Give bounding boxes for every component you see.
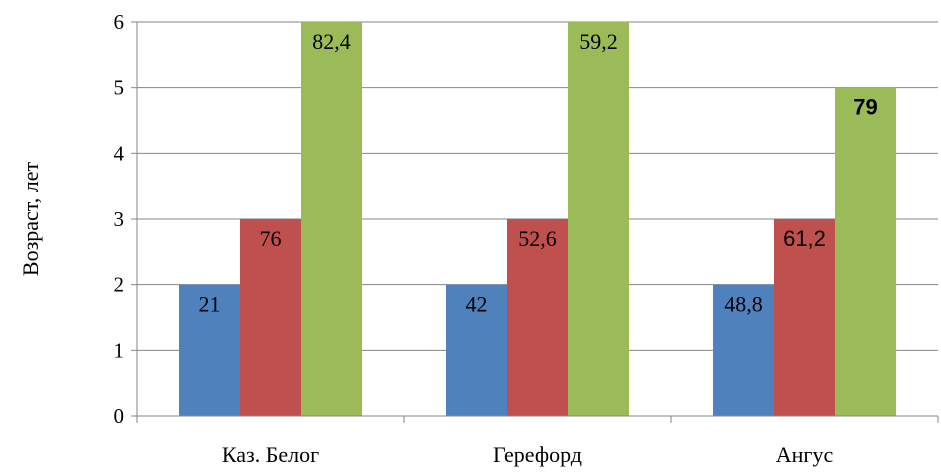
y-tick-label: 6: [114, 10, 125, 34]
data-label: 48,8: [724, 292, 763, 317]
y-tick-label: 3: [114, 207, 125, 231]
data-label: 59,2: [579, 29, 618, 54]
bar: [507, 219, 568, 416]
data-label: 79: [853, 95, 877, 120]
y-tick-label: 2: [114, 273, 125, 297]
data-label: 61,2: [783, 226, 826, 251]
y-axis-label: Возраст, лет: [18, 162, 43, 277]
x-category-labels: Каз. Белог Герефорд Ангус: [222, 442, 834, 467]
data-label: 21: [199, 292, 221, 317]
category-label: Ангус: [776, 442, 834, 467]
data-labels: 21 76 82,4 42 52,6 59,2 48,8 61,2 79: [199, 29, 878, 317]
bar: [774, 219, 835, 416]
bar: [301, 22, 362, 416]
bar: [179, 284, 240, 416]
bar: [568, 22, 629, 416]
data-label: 76: [260, 226, 282, 251]
bar: [713, 284, 774, 416]
y-tick-label: 1: [114, 338, 125, 362]
category-label: Каз. Белог: [222, 442, 319, 467]
data-label: 52,6: [518, 226, 557, 251]
axes: [131, 21, 939, 423]
category-label: Герефорд: [493, 442, 582, 467]
data-label: 82,4: [312, 29, 351, 54]
data-label: 42: [466, 292, 488, 317]
y-tick-label: 0: [114, 404, 125, 428]
bar: [446, 284, 507, 416]
bar: [835, 87, 896, 417]
bar: [240, 219, 301, 416]
y-tick-label: 4: [114, 141, 125, 165]
y-tick-label: 5: [114, 76, 125, 100]
y-tick-labels: 0 1 2 3 4 5 6: [114, 10, 125, 428]
bars: [179, 22, 896, 417]
